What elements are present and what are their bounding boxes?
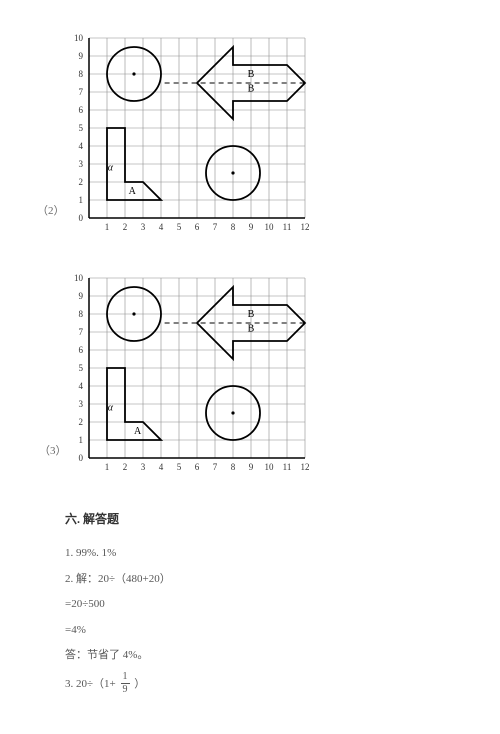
svg-text:4: 4 (159, 222, 164, 232)
svg-text:12: 12 (301, 462, 310, 472)
svg-text:6: 6 (79, 105, 84, 115)
svg-text:4: 4 (79, 381, 84, 391)
svg-text:5: 5 (79, 363, 84, 373)
svg-text:9: 9 (79, 291, 84, 301)
figure-3: （3） 123456789101112012345678910BBAα (65, 270, 425, 480)
svg-text:6: 6 (79, 345, 84, 355)
svg-text:10: 10 (265, 222, 275, 232)
svg-text:6: 6 (195, 222, 200, 232)
answer-q1: 1. 99%. 1% (65, 545, 425, 563)
answer-q2-line3: =4% (65, 622, 425, 640)
svg-text:α: α (108, 163, 114, 174)
fraction-denominator: 9 (121, 684, 130, 695)
svg-text:5: 5 (79, 123, 84, 133)
answer-q2-line1: 2. 解：20÷（480+20） (65, 571, 425, 589)
svg-text:8: 8 (79, 69, 84, 79)
svg-text:B: B (248, 69, 255, 80)
svg-text:3: 3 (79, 399, 84, 409)
grid-chart-2: 123456789101112012345678910BBAα (65, 30, 315, 240)
svg-text:2: 2 (123, 462, 128, 472)
svg-text:8: 8 (79, 309, 84, 319)
svg-text:A: A (129, 186, 137, 197)
svg-text:0: 0 (79, 453, 84, 463)
svg-text:11: 11 (283, 222, 292, 232)
svg-text:1: 1 (105, 222, 110, 232)
svg-text:3: 3 (141, 222, 146, 232)
svg-text:5: 5 (177, 222, 182, 232)
svg-text:5: 5 (177, 462, 182, 472)
svg-text:A: A (134, 426, 142, 437)
svg-text:9: 9 (249, 222, 254, 232)
svg-text:3: 3 (141, 462, 146, 472)
svg-text:B: B (248, 83, 255, 94)
fraction-numerator: 1 (121, 672, 130, 684)
svg-text:8: 8 (231, 462, 236, 472)
section-title: 六. 解答题 (65, 510, 425, 527)
svg-text:4: 4 (159, 462, 164, 472)
svg-text:B: B (248, 309, 255, 320)
fraction-1-9: 1 9 (121, 672, 130, 695)
svg-text:4: 4 (79, 141, 84, 151)
answer-q2-line2: =20÷500 (65, 596, 425, 614)
svg-text:0: 0 (79, 213, 84, 223)
answer-q3-prefix: 3. 20÷（1+ (65, 678, 116, 690)
figure-2: （2） 123456789101112012345678910BBAα (65, 30, 425, 240)
svg-text:1: 1 (105, 462, 110, 472)
svg-text:12: 12 (301, 222, 310, 232)
svg-text:11: 11 (283, 462, 292, 472)
svg-text:2: 2 (123, 222, 128, 232)
svg-text:7: 7 (213, 462, 218, 472)
svg-text:α: α (108, 403, 114, 414)
svg-text:8: 8 (231, 222, 236, 232)
svg-text:3: 3 (79, 159, 84, 169)
svg-text:7: 7 (213, 222, 218, 232)
svg-text:7: 7 (79, 87, 84, 97)
svg-text:10: 10 (265, 462, 275, 472)
svg-text:9: 9 (249, 462, 254, 472)
svg-text:6: 6 (195, 462, 200, 472)
svg-text:1: 1 (79, 195, 84, 205)
svg-text:7: 7 (79, 327, 84, 337)
svg-text:2: 2 (79, 177, 84, 187)
svg-text:1: 1 (79, 435, 84, 445)
svg-text:10: 10 (74, 33, 84, 43)
figure-2-label: （2） (37, 202, 65, 218)
figure-3-label: （3） (39, 442, 67, 458)
answer-q3-suffix: ） (134, 678, 145, 690)
svg-text:9: 9 (79, 51, 84, 61)
answer-q2-line4: 答：节省了 4%。 (65, 647, 425, 665)
grid-chart-3: 123456789101112012345678910BBAα (65, 270, 315, 480)
svg-text:B: B (248, 323, 255, 334)
answer-q3: 3. 20÷（1+ 1 9 ） (65, 673, 425, 696)
svg-text:10: 10 (74, 273, 84, 283)
svg-text:2: 2 (79, 417, 84, 427)
